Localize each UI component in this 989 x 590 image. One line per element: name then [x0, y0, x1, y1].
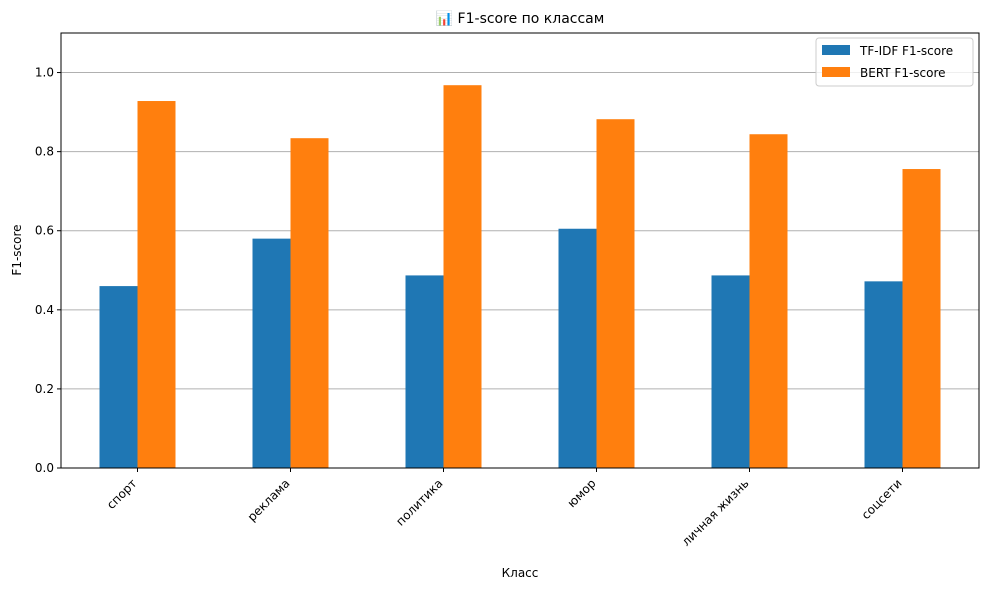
bar-tfidf-5	[864, 281, 903, 468]
legend-label-bert: BERT F1-score	[860, 66, 946, 80]
y-tick-label: 0.2	[35, 382, 54, 396]
bar-bert-3	[596, 119, 635, 468]
y-tick-label: 0.8	[35, 145, 54, 159]
legend-box	[815, 37, 974, 87]
plot-area-background	[61, 33, 979, 468]
legend-swatch-tfidf	[822, 45, 850, 55]
x-axis-label: Класс	[502, 566, 539, 580]
y-axis: 0.0 0.2 0.4 0.6 0.8 1.0	[35, 66, 61, 475]
bar-tfidf-0	[99, 286, 138, 468]
bar-bert-5	[902, 169, 941, 468]
bar-bert-1	[290, 138, 329, 468]
plot-frame	[60, 32, 980, 469]
bar-tfidf-4	[711, 275, 750, 468]
y-axis-label: F1-score	[10, 224, 24, 275]
bar-bert-2	[443, 85, 482, 468]
y-tick-label: 0.0	[35, 461, 54, 475]
y-tick-label: 0.4	[35, 303, 54, 317]
bar-bert-0	[137, 101, 176, 468]
bar-tfidf-2	[405, 275, 444, 468]
chart-title: 📊 F1-score по классам	[436, 10, 605, 27]
bar-tfidf-3	[558, 228, 597, 468]
y-tick-label: 0.6	[35, 224, 54, 238]
bars	[99, 85, 941, 468]
bar-tfidf-1	[252, 238, 291, 468]
legend: TF-IDF F1-score BERT F1-score	[815, 37, 974, 87]
bar-bert-4	[749, 134, 788, 468]
y-tick-label: 1.0	[35, 66, 54, 80]
grid-lines	[61, 72, 979, 390]
legend-label-tfidf: TF-IDF F1-score	[859, 44, 953, 58]
legend-swatch-bert	[822, 67, 850, 77]
